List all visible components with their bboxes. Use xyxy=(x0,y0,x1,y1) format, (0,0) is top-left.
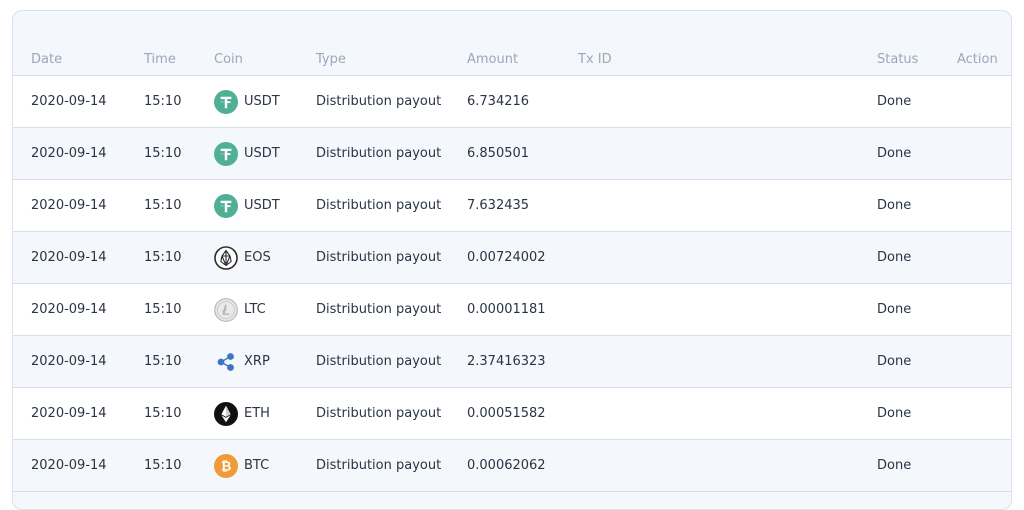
amount-cell: 6.734216 xyxy=(467,94,530,109)
coin-cell: USDT xyxy=(214,76,280,128)
coin-symbol: EOS xyxy=(244,250,271,265)
coin-cell: USDT xyxy=(214,128,280,180)
status-cell: Done xyxy=(877,458,912,473)
eos-icon xyxy=(214,246,238,270)
type-cell: Distribution payout xyxy=(316,198,442,213)
coin-symbol: LTC xyxy=(244,302,266,317)
type-cell: Distribution payout xyxy=(316,302,442,317)
svg-text:₿: ₿ xyxy=(221,460,232,475)
amount-cell: 2.37416323 xyxy=(467,354,546,369)
time-cell: 15:10 xyxy=(144,406,182,421)
table-row[interactable]: 2020-09-14 15:10 ETH Distribution payout 0.0… xyxy=(13,388,1011,440)
column-header-date[interactable]: Date xyxy=(31,52,63,67)
status-cell: Done xyxy=(877,146,912,161)
date-cell: 2020-09-14 xyxy=(31,302,107,317)
amount-cell: 6.850501 xyxy=(467,146,530,161)
column-header-action: Action xyxy=(957,52,998,67)
status-cell: Done xyxy=(877,250,912,265)
ethereum-icon xyxy=(214,402,238,426)
table-row[interactable]: 2020-09-14 15:10 USDT Distribution payout 6.… xyxy=(13,76,1011,128)
type-cell: Distribution payout xyxy=(316,458,442,473)
amount-cell: 7.632435 xyxy=(467,198,530,213)
table-row[interactable]: 2020-09-14 15:10 ₿ BTC Distribution payout 0.… xyxy=(13,440,1011,492)
coin-cell: EOS xyxy=(214,232,271,284)
status-cell: Done xyxy=(877,94,912,109)
time-cell: 15:10 xyxy=(144,458,182,473)
tether-icon xyxy=(214,90,238,114)
transactions-card: Date Time Coin Type Amount Tx ID Status … xyxy=(12,10,1012,510)
column-header-txid[interactable]: Tx ID xyxy=(578,52,612,67)
table-row[interactable]: 2020-09-14 15:10 USDT Distribution payout 6.… xyxy=(13,128,1011,180)
amount-cell: 0.00051582 xyxy=(467,406,546,421)
date-cell: 2020-09-14 xyxy=(31,406,107,421)
coin-cell: USDT xyxy=(214,180,280,232)
time-cell: 15:10 xyxy=(144,94,182,109)
coin-cell: ETH xyxy=(214,388,270,440)
amount-cell: 0.00062062 xyxy=(467,458,546,473)
time-cell: 15:10 xyxy=(144,354,182,369)
type-cell: Distribution payout xyxy=(316,94,442,109)
bitcoin-icon: ₿ xyxy=(214,454,238,478)
status-cell: Done xyxy=(877,302,912,317)
column-header-amount[interactable]: Amount xyxy=(467,52,519,67)
type-cell: Distribution payout xyxy=(316,250,442,265)
ripple-icon xyxy=(214,350,238,374)
tether-icon xyxy=(214,194,238,218)
date-cell: 2020-09-14 xyxy=(31,198,107,213)
litecoin-icon xyxy=(214,298,238,322)
coin-symbol: USDT xyxy=(244,146,280,161)
column-header-type[interactable]: Type xyxy=(316,52,346,67)
column-header-coin[interactable]: Coin xyxy=(214,52,243,67)
table-row[interactable]: 2020-09-14 15:10 USDT Distribution payout 7.… xyxy=(13,180,1011,232)
date-cell: 2020-09-14 xyxy=(31,146,107,161)
coin-cell: ₿ BTC xyxy=(214,440,269,492)
date-cell: 2020-09-14 xyxy=(31,354,107,369)
time-cell: 15:10 xyxy=(144,198,182,213)
table-header: Date Time Coin Type Amount Tx ID Status … xyxy=(13,11,1011,76)
coin-symbol: XRP xyxy=(244,354,270,369)
amount-cell: 0.00001181 xyxy=(467,302,546,317)
tether-icon xyxy=(214,142,238,166)
column-header-status[interactable]: Status xyxy=(877,52,919,67)
status-cell: Done xyxy=(877,406,912,421)
date-cell: 2020-09-14 xyxy=(31,250,107,265)
type-cell: Distribution payout xyxy=(316,354,442,369)
time-cell: 15:10 xyxy=(144,146,182,161)
coin-symbol: BTC xyxy=(244,458,270,473)
date-cell: 2020-09-14 xyxy=(31,94,107,109)
type-cell: Distribution payout xyxy=(316,146,442,161)
date-cell: 2020-09-14 xyxy=(31,458,107,473)
table-row[interactable]: 2020-09-14 15:10 XRP Distribution payout 2.3… xyxy=(13,336,1011,388)
status-cell: Done xyxy=(877,198,912,213)
type-cell: Distribution payout xyxy=(316,406,442,421)
coin-symbol: ETH xyxy=(244,406,270,421)
time-cell: 15:10 xyxy=(144,250,182,265)
coin-symbol: USDT xyxy=(244,198,280,213)
status-cell: Done xyxy=(877,354,912,369)
coin-symbol: USDT xyxy=(244,94,280,109)
coin-cell: LTC xyxy=(214,284,266,336)
table-row[interactable]: 2020-09-14 15:10 EOS Distribution payout 0.0… xyxy=(13,232,1011,284)
amount-cell: 0.00724002 xyxy=(467,250,546,265)
column-header-time[interactable]: Time xyxy=(144,52,176,67)
coin-cell: XRP xyxy=(214,336,270,388)
time-cell: 15:10 xyxy=(144,302,182,317)
table-row[interactable]: 2020-09-14 15:10 LTC Distribution payout 0.0… xyxy=(13,284,1011,336)
